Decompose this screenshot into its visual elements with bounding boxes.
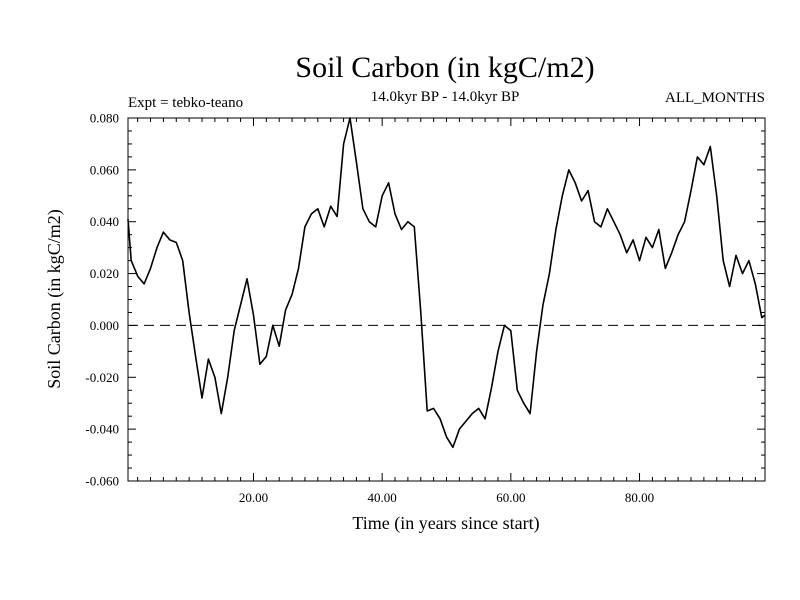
x-tick-label: 60.00: [496, 490, 525, 505]
subtitle-months: ALL_MONTHS: [665, 90, 765, 106]
x-tick-label: 80.00: [625, 490, 654, 505]
subtitle-period: 14.0kyr BP - 14.0kyr BP: [371, 89, 520, 105]
chart-title: Soil Carbon (in kgC/m2): [295, 51, 594, 84]
x-axis-label: Time (in years since start): [352, 513, 539, 534]
y-axis-label: Soil Carbon (in kgC/m2): [44, 209, 65, 389]
x-tick-label: 20.00: [239, 490, 268, 505]
y-tick-label: 0.080: [90, 111, 119, 126]
y-tick-label: -0.040: [85, 422, 119, 437]
x-tick-label: 40.00: [368, 490, 397, 505]
y-tick-label: 0.000: [90, 318, 119, 333]
y-tick-labels: -0.060 -0.040 -0.020 0.000 0.020 0.040 0.060 0.…: [85, 111, 119, 489]
y-tick-label: -0.020: [85, 370, 119, 385]
plot-frame: [127, 117, 766, 482]
x-tick-labels: 20.00 40.00 60.00 80.00: [239, 490, 654, 505]
y-tick-label: -0.060: [85, 474, 119, 489]
y-tick-label: 0.020: [90, 266, 119, 281]
tick-marks: [128, 118, 765, 481]
y-tick-label: 0.060: [90, 162, 119, 177]
y-tick-label: 0.040: [90, 214, 119, 229]
subtitle-experiment: Expt = tebko-teano: [128, 95, 243, 111]
series-line-soil-carbon: [127, 117, 766, 449]
